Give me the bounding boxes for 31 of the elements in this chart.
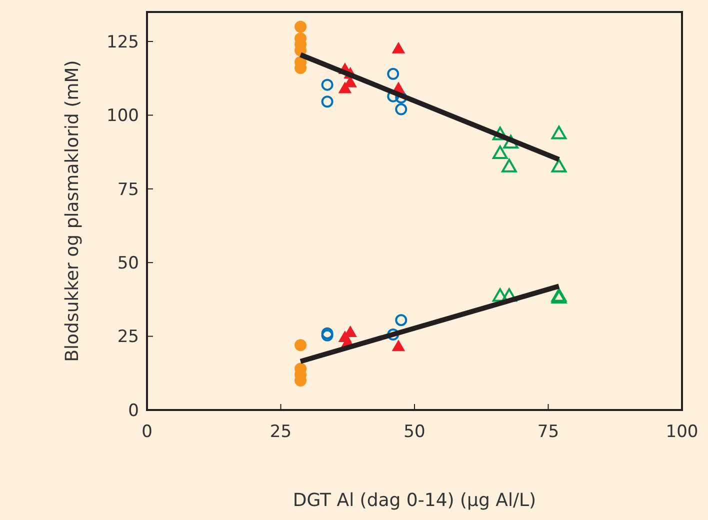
point: [338, 82, 352, 94]
point: [492, 146, 508, 160]
y-axis-title: Blodsukker og plasmaklorid (mM): [62, 60, 83, 362]
y-tick-label: 125: [106, 32, 139, 52]
point: [551, 158, 567, 172]
point: [294, 339, 307, 352]
x-tick-label: 25: [270, 422, 292, 442]
point: [321, 96, 334, 108]
point: [387, 68, 400, 80]
x-tick-label: 100: [666, 422, 698, 442]
point: [395, 314, 408, 326]
point: [492, 126, 508, 140]
point: [502, 158, 517, 172]
x-tick-label: 75: [537, 422, 560, 442]
y-tick-label: 75: [117, 180, 139, 200]
x-tick-label: 50: [404, 422, 426, 442]
x-tick-label: 0: [142, 422, 152, 442]
point: [294, 20, 307, 33]
x-axis-title: DGT Al (dag 0-14) (µg Al/L): [292, 490, 536, 511]
point: [321, 78, 334, 91]
point: [503, 134, 518, 148]
point: [551, 126, 567, 140]
y-tick-label: 50: [117, 254, 139, 274]
point: [392, 42, 406, 54]
y-tick-label: 0: [128, 400, 139, 421]
point: [395, 103, 408, 116]
point: [492, 288, 508, 302]
y-tick-label: 100: [106, 106, 139, 126]
point: [392, 340, 406, 352]
point: [387, 328, 400, 341]
y-tick-label: 25: [117, 327, 139, 348]
